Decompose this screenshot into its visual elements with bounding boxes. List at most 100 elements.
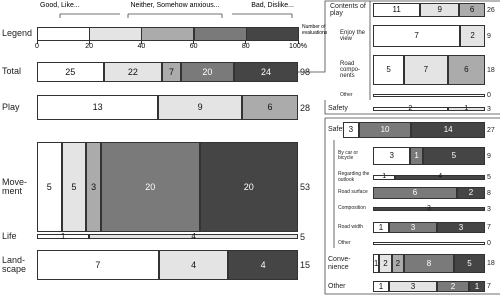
bar-segment: [373, 187, 457, 199]
count: 27: [487, 126, 495, 134]
value-label: 20: [202, 66, 213, 77]
row-label: Other: [338, 239, 351, 246]
value-label: 3: [348, 125, 354, 135]
bar-segment: [420, 3, 460, 17]
bar-segment: [391, 254, 405, 273]
bar-segment: [373, 175, 396, 180]
value-label: 14: [443, 125, 453, 135]
row-label: Play: [2, 101, 20, 112]
bar-segment: [373, 281, 389, 292]
value-label: 11: [392, 5, 401, 15]
row-label: Total: [2, 66, 22, 77]
value-label: 4: [191, 231, 196, 241]
value-label: 1: [414, 151, 419, 161]
bar-segment: [103, 62, 163, 82]
value-label: 20: [243, 181, 254, 192]
bar-segment: [37, 62, 104, 82]
count: 18: [487, 66, 495, 74]
tick-mark: [141, 41, 142, 44]
bar-segment: [343, 122, 359, 138]
row-label: Life: [2, 230, 17, 241]
bar-segment: [379, 254, 392, 273]
value-label: 4: [438, 173, 443, 181]
bar-segment: [389, 281, 437, 292]
row-label: Road surface: [338, 189, 368, 196]
value-label: 7: [414, 31, 419, 41]
bar-segment: [395, 175, 485, 180]
count: 7: [487, 224, 491, 231]
value-label: 6: [464, 65, 469, 75]
x-tick-label: 20: [85, 43, 94, 50]
legend-title: Legend: [2, 28, 33, 39]
tick-mark: [88, 41, 90, 44]
tick-mark: [36, 41, 38, 44]
bar-segment: [358, 122, 412, 138]
row-label: Safety: [328, 105, 348, 113]
empty-bar: [373, 94, 485, 97]
value-label: 1: [378, 281, 384, 291]
x-tick-label: 0: [35, 43, 39, 50]
value-label: 20: [145, 181, 156, 192]
bar-segment: [86, 142, 101, 232]
row-label: Enjoy the view: [340, 29, 366, 42]
row-label: Safety: [328, 126, 348, 134]
value-label: 9: [197, 102, 203, 113]
value-label: 3: [458, 222, 464, 232]
count: 5: [487, 174, 491, 181]
value-label: 5: [451, 151, 457, 161]
bar-segment: [373, 222, 389, 233]
value-label: 2: [383, 258, 388, 268]
bar-segment: [453, 254, 485, 273]
bar-segment: [37, 234, 90, 239]
count: 26: [487, 6, 495, 14]
bar-segment: [460, 25, 485, 47]
bar-segment: [437, 222, 485, 233]
row-label: Road width: [338, 223, 364, 230]
bar-segment: [422, 147, 485, 165]
row-label: Other: [340, 91, 353, 98]
legend-swatch: [89, 27, 143, 41]
bar-segment: [242, 95, 298, 120]
tick-mark: [193, 41, 194, 44]
bar-segment: [459, 3, 485, 17]
count: 7: [487, 283, 491, 290]
value-label: 1: [464, 104, 469, 112]
value-label: 5: [386, 65, 391, 75]
bar-segment: [37, 142, 62, 232]
value-label: 7: [168, 66, 174, 77]
bar-segment: [447, 107, 485, 111]
bar-segment: [389, 222, 437, 233]
value-label: 22: [127, 66, 138, 77]
row-label: Land-scape: [2, 254, 27, 274]
value-label: 5: [467, 258, 472, 268]
value-label: 4: [191, 259, 197, 270]
legend-label: Neither, Somehow anxious...: [130, 2, 220, 9]
count: 0: [487, 92, 491, 99]
count: 15: [300, 260, 311, 270]
count: 28: [300, 102, 311, 113]
x-tick-label: 100%: [289, 43, 307, 50]
value-label: 5: [46, 181, 52, 192]
bar-segment: [61, 142, 87, 232]
bar-segment: [411, 122, 485, 138]
value-label: 1: [378, 222, 384, 232]
value-label: 5: [71, 181, 77, 192]
legend-label: Good, Like...: [40, 2, 80, 9]
row-label: Regarding the outlook: [338, 171, 370, 183]
bar-segment: [162, 62, 181, 82]
bar-segment: [373, 3, 421, 17]
value-label: 24: [261, 66, 272, 77]
value-label: 3: [410, 222, 416, 232]
count: 9: [487, 152, 491, 160]
value-label: 3: [410, 281, 416, 291]
value-label: 25: [65, 66, 76, 77]
bar-segment: [180, 62, 235, 82]
value-label: 2: [470, 31, 475, 41]
count: 9: [487, 32, 491, 40]
value-label: 3: [427, 204, 431, 212]
x-tick-label: 40: [137, 43, 146, 50]
bar-segment: [37, 95, 159, 120]
bar-segment: [437, 281, 469, 292]
bar-segment: [89, 234, 298, 239]
